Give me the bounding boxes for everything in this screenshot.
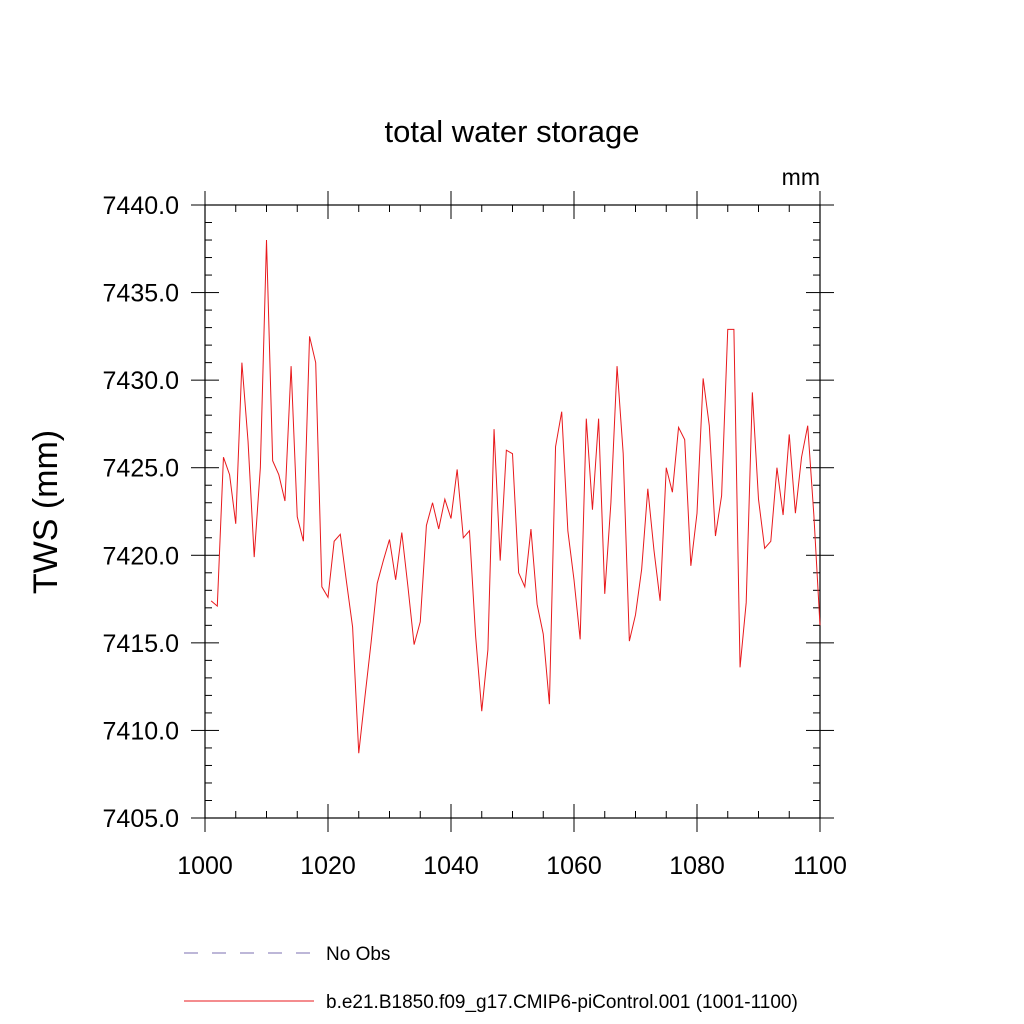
y-tick-label: 7405.0 [103,805,179,833]
y-axis: 7405.0 7410.0 7415.0 7420.0 7425.0 7430.0 7435… [103,192,834,833]
y-tick-label: 7415.0 [103,630,179,658]
units-label: mm [782,164,820,190]
x-axis: 1000 1020 1040 1060 1080 1100 [177,191,847,880]
chart-title: total water storage [384,114,639,149]
y-tick-label: 7420.0 [103,542,179,570]
legend-label-picontrol: b.e21.B1850.f09_g17.CMIP6-piControl.001 … [326,992,798,1013]
x-tick-label: 1080 [669,852,725,880]
data-series [210,240,821,754]
y-tick-label: 7440.0 [103,192,179,220]
y-tick-label: 7425.0 [103,455,179,483]
x-tick-label: 1040 [423,852,479,880]
series-line-picontrol [210,240,821,754]
legend: No Obs b.e21.B1850.f09_g17.CMIP6-piContr… [184,944,798,1013]
x-tick-label: 1000 [177,852,233,880]
y-tick-label: 7430.0 [103,367,179,395]
legend-label-no-obs: No Obs [326,944,390,965]
x-tick-label: 1020 [300,852,356,880]
x-tick-label: 1100 [793,852,847,880]
y-tick-label: 7410.0 [103,717,179,745]
x-tick-label: 1060 [546,852,602,880]
y-tick-label: 7435.0 [103,280,179,308]
y-axis-label: TWS (mm) [27,430,65,594]
